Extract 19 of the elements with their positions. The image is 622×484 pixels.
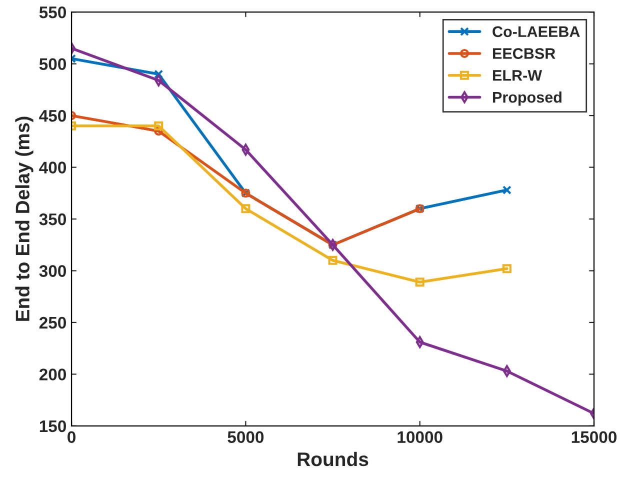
y-tick-label: 150 <box>40 420 66 432</box>
y-tick-label: 350 <box>39 213 66 226</box>
y-tick-label: 400 <box>39 162 66 174</box>
y-tick-label: 450 <box>39 110 66 122</box>
x-tick-label: 5000 <box>228 431 264 444</box>
x-tick-label: 15000 <box>572 431 616 444</box>
x-tick-label: 10000 <box>398 431 442 444</box>
y-axis-title: End to End Delay (ms) <box>15 116 34 321</box>
x-tick-label: 0 <box>68 431 76 444</box>
y-tick-label: 500 <box>39 58 66 70</box>
y-tick-label: 200 <box>39 368 66 380</box>
x-axis-title: Rounds <box>298 452 368 466</box>
y-tick-label: 300 <box>39 265 66 277</box>
y-tick-label: 550 <box>39 6 66 18</box>
y-tick-label: 250 <box>39 316 66 329</box>
legend-label: Proposed <box>493 91 562 106</box>
legend-label: Co-LAEEBA <box>492 26 580 38</box>
legend-label: EECBSR <box>493 48 556 59</box>
legend-label: ELR-W <box>493 70 542 81</box>
